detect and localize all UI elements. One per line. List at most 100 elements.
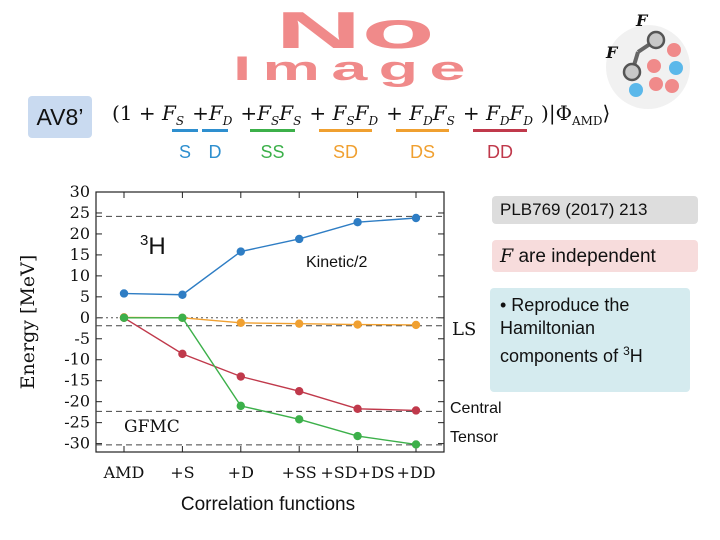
y-tick-label: -20 [64,392,90,411]
particle-node [622,62,642,82]
term-label: SS [260,142,285,162]
term-label: S [178,142,192,162]
banner-line1: No [275,1,434,59]
term-label: DD [487,142,513,162]
independence-note: F are independent [492,240,698,272]
term-underline [473,129,527,132]
formula-term: FS [162,101,185,128]
reference-badge: PLB769 (2017) 213 [492,196,698,224]
series-line [123,217,417,296]
formula-suffix-end: ⟩ [602,101,611,125]
term-label: SD [332,142,359,162]
y-tick-label: -25 [64,413,90,432]
data-point [178,349,187,359]
model-tag: AV8’ [28,96,92,138]
data-point [236,247,245,256]
y-tick-label: 10 [70,266,90,285]
series-label-kinetic: Kinetic/2 [306,254,367,271]
formula-subscript: D [222,114,233,128]
term-underline [202,129,228,132]
plot-frame [95,191,445,453]
nucleus-mass-number: 3 [140,232,148,249]
term-underline [172,129,198,132]
molecule-label-top: F [635,12,649,30]
series-label-central: Central [450,400,502,417]
x-tick-label: +SS [282,463,317,482]
formula-subscript: D [368,114,379,128]
formula-subscript: D [423,114,433,128]
data-point [353,217,362,227]
y-tick-label: 5 [80,287,90,306]
y-tick-label: 20 [70,224,90,243]
formula-term: +FD [192,101,233,128]
y-tick-label: 0 [80,308,90,327]
molecule-icon: F F [605,12,690,109]
formula-subscript: S [271,114,280,128]
molecule-label-left: F [605,43,619,62]
term-underline [396,129,449,132]
formula-subscript: D [499,114,510,128]
y-tick-label: -30 [64,434,90,453]
series-label-ls: LS [452,319,476,340]
data-point [295,319,304,328]
formula-factor: + F [309,101,347,125]
bullet-sup: 3 [623,344,630,358]
formula-factor: F [354,101,369,125]
formula-suffix-sub: AMD [571,114,603,128]
data-point [236,372,245,381]
y-tick-label: 25 [70,203,90,222]
series-line [123,316,417,326]
nucleus-symbol: H [148,233,165,260]
data-point [295,386,304,396]
particle-node [646,30,666,50]
data-point [353,320,362,329]
particle-node [667,43,681,57]
formula-term: + FSFD [309,101,379,128]
x-tick-label: +DD [396,463,435,482]
x-tick-label: +SD+DS [320,463,394,482]
data-point [411,440,421,449]
data-point [236,401,245,411]
x-tick-label: +D [228,463,254,482]
formula-subscript: S [293,114,302,128]
data-point [178,290,187,299]
particle-node [649,77,663,91]
data-point [295,415,304,424]
particle-node [669,61,683,75]
series-line [124,317,417,446]
formula-factor: F [509,101,524,125]
y-tick-label: -15 [64,371,90,390]
formula-factor: + F [386,101,424,125]
data-point [178,313,187,323]
data-point [411,320,421,330]
formula-subscript: S [175,114,185,128]
formula-term: + FDFD [462,101,533,128]
y-tick-label: 15 [70,245,90,264]
independence-text: are independent [513,246,656,267]
nucleus-label: 3H [140,232,166,260]
formula-factor: +F [240,101,272,125]
term-underline [250,129,295,132]
y-tick-label: -10 [64,350,90,369]
f-symbol: F [500,245,514,267]
formula-suffix: )|Φ [541,101,572,125]
term-underline [319,129,372,132]
data-point [119,313,129,323]
series-label-tensor: Tensor [450,429,499,446]
formula-factor: F [279,101,294,125]
data-point [295,234,304,244]
data-point [353,404,362,414]
bullet-tail: H [629,346,643,366]
data-point [411,406,421,415]
formula-subscript: S [446,114,455,128]
formula-factor: + F [462,101,500,125]
x-tick-label: +S [170,463,194,482]
formula-term: +FSFS [240,101,302,128]
data-point [236,318,245,328]
formula-factor: F [162,101,176,125]
term-label: DS [409,142,436,162]
banner-line2: Image [233,49,477,87]
particle-node [629,83,643,97]
y-tick-label: 30 [70,182,90,201]
